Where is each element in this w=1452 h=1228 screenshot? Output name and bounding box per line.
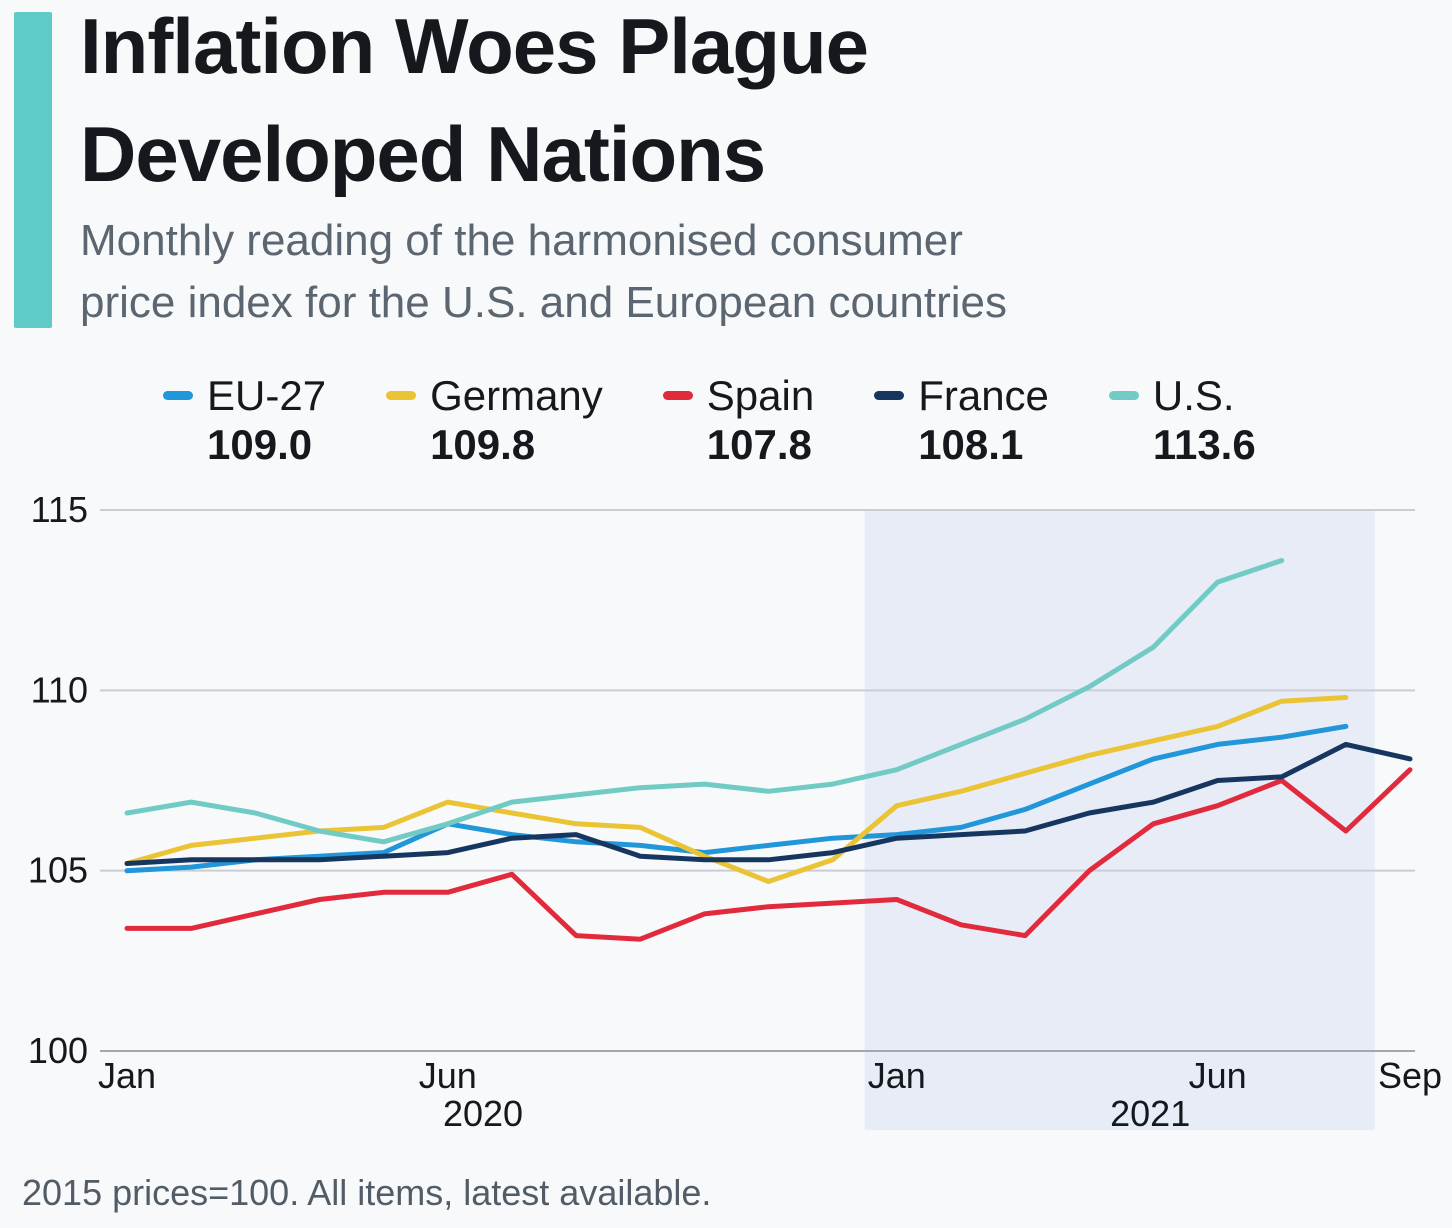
legend-swatch-france xyxy=(874,391,905,400)
page-subtitle-line-1: Monthly reading of the harmonised consum… xyxy=(80,216,963,265)
legend: EU-27 109.0 Germany 109.8 Spain 107.8 France 10… xyxy=(163,372,1256,469)
year-label-2020: 2020 xyxy=(443,1093,523,1134)
series-line-france xyxy=(124,741,1413,866)
series-line-spain xyxy=(124,767,1413,942)
page-title-line-2: Developed Nations xyxy=(80,110,766,198)
legend-item-france: France 108.1 xyxy=(874,372,1049,469)
legend-value: 113.6 xyxy=(1152,421,1256,468)
y-tick-label-100: 100 xyxy=(28,1030,88,1071)
legend-item-spain: Spain 107.8 xyxy=(662,372,815,469)
legend-label: Germany xyxy=(430,372,603,419)
year-label-2021: 2021 xyxy=(1110,1093,1190,1134)
x-tick-label-3: Jun xyxy=(1189,1055,1247,1096)
x-tick-label-2: Jan xyxy=(868,1055,926,1096)
legend-swatch-u-s xyxy=(1108,391,1139,400)
legend-value: 109.8 xyxy=(430,421,536,468)
legend-item-eu-27: EU-27 109.0 xyxy=(163,372,326,469)
page-subtitle: Monthly reading of the harmonised consum… xyxy=(80,210,1007,334)
highlight-band-2021 xyxy=(864,510,1375,1130)
series-line-u-s xyxy=(124,558,1285,845)
legend-swatch-eu-27 xyxy=(163,391,193,400)
y-tick-label-115: 115 xyxy=(31,489,88,530)
series-line-eu-27 xyxy=(124,723,1349,874)
legend-label: Spain xyxy=(706,372,815,419)
legend-value: 108.1 xyxy=(918,421,1024,468)
legend-label: France xyxy=(918,372,1049,419)
legend-label: U.S. xyxy=(1152,372,1235,419)
legend-item-u-s: U.S. 113.6 xyxy=(1108,372,1256,469)
legend-value: 109.0 xyxy=(207,421,313,468)
legend-swatch-germany xyxy=(386,391,417,400)
x-tick-label-1: Jun xyxy=(419,1055,477,1096)
legend-item-germany: Germany 109.8 xyxy=(386,372,603,469)
legend-swatch-spain xyxy=(662,391,693,400)
y-tick-label-105: 105 xyxy=(28,850,88,891)
accent-bar xyxy=(14,12,52,328)
page-title-line-1: Inflation Woes Plague xyxy=(80,2,869,90)
y-tick-label-110: 110 xyxy=(31,669,88,710)
legend-label: EU-27 xyxy=(207,372,327,419)
x-tick-label-0: Jan xyxy=(98,1055,156,1096)
footnote: 2015 prices=100. All items, latest avail… xyxy=(22,1172,712,1213)
page-title: Inflation Woes Plague Developed Nations xyxy=(80,0,869,208)
x-tick-label-4: Sep xyxy=(1378,1055,1442,1096)
legend-value: 107.8 xyxy=(706,421,812,468)
page-subtitle-line-2: price index for the U.S. and European co… xyxy=(80,278,1007,327)
